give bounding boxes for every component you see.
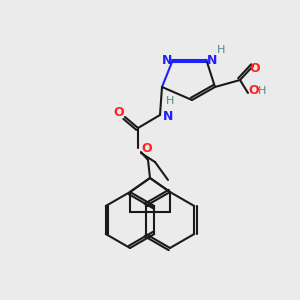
Text: O: O [142, 142, 152, 155]
Text: H: H [217, 45, 225, 55]
Text: N: N [162, 53, 172, 67]
Text: H: H [258, 86, 266, 96]
Text: N: N [207, 53, 217, 67]
Text: H: H [166, 96, 174, 106]
Text: N: N [163, 110, 173, 122]
Text: O: O [250, 61, 260, 74]
Text: O: O [114, 106, 124, 119]
Text: O: O [249, 85, 259, 98]
